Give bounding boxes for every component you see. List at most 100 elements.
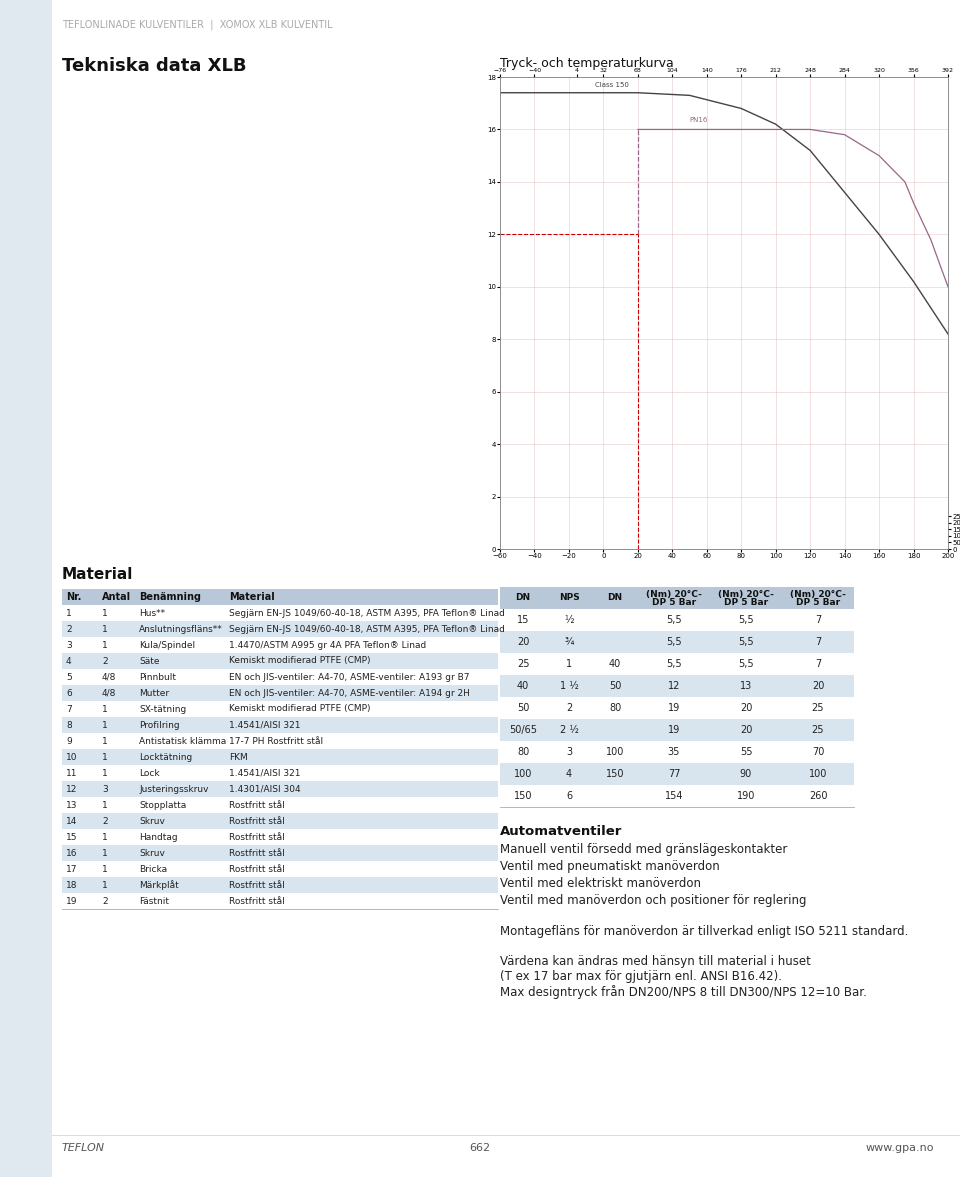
Text: 3: 3 — [102, 785, 108, 793]
Text: 4/8: 4/8 — [102, 689, 116, 698]
Text: 5,5: 5,5 — [738, 616, 754, 625]
Text: SX-tätning: SX-tätning — [139, 705, 186, 713]
Bar — [546, 697, 592, 719]
Text: 12: 12 — [66, 785, 78, 793]
Text: 14: 14 — [66, 817, 78, 825]
Text: 1: 1 — [102, 705, 108, 713]
Bar — [225, 782, 498, 797]
Bar — [546, 719, 592, 742]
Text: 80: 80 — [516, 747, 529, 757]
Bar — [710, 785, 782, 807]
Bar — [135, 782, 225, 797]
Text: 1.4541/AISI 321: 1.4541/AISI 321 — [229, 769, 300, 778]
Text: 16: 16 — [66, 849, 78, 858]
Text: 12: 12 — [668, 681, 681, 691]
Text: 5,5: 5,5 — [738, 637, 754, 647]
Text: Kemiskt modifierad PTFE (CMP): Kemiskt modifierad PTFE (CMP) — [229, 657, 371, 665]
Bar — [500, 609, 546, 631]
Text: (Nm) 20°C-: (Nm) 20°C- — [790, 590, 846, 599]
Text: EN och JIS-ventiler: A4-70, ASME-ventiler: A194 gr 2H: EN och JIS-ventiler: A4-70, ASME-ventile… — [229, 689, 469, 698]
Text: 100: 100 — [514, 769, 532, 779]
Text: Handtag: Handtag — [139, 832, 178, 842]
Bar — [500, 697, 546, 719]
Bar — [62, 797, 98, 813]
Text: 1: 1 — [102, 720, 108, 730]
Bar — [135, 862, 225, 877]
Text: Ventil med manöverdon och positioner för reglering: Ventil med manöverdon och positioner för… — [500, 895, 806, 907]
Bar — [98, 669, 135, 685]
Bar — [98, 653, 135, 669]
Text: Nr.: Nr. — [66, 592, 82, 601]
Text: 1: 1 — [66, 609, 72, 618]
Bar — [98, 877, 135, 893]
Text: 18: 18 — [66, 880, 78, 890]
Text: 4: 4 — [566, 769, 572, 779]
Bar — [225, 749, 498, 765]
Bar — [500, 631, 546, 653]
Bar — [592, 587, 638, 609]
Bar — [62, 717, 98, 733]
Text: Rostfritt stål: Rostfritt stål — [229, 864, 285, 873]
Text: Segjärn EN-JS 1049/60-40-18, ASTM A395, PFA Teflon® Linad: Segjärn EN-JS 1049/60-40-18, ASTM A395, … — [229, 625, 505, 633]
Bar — [135, 813, 225, 829]
Text: 1 ½: 1 ½ — [560, 681, 578, 691]
Bar — [225, 765, 498, 782]
Bar — [782, 609, 854, 631]
Bar — [500, 785, 546, 807]
Text: 4: 4 — [66, 657, 72, 665]
Bar — [782, 674, 854, 697]
Text: Rostfritt stål: Rostfritt stål — [229, 880, 285, 890]
Text: Kemiskt modifierad PTFE (CMP): Kemiskt modifierad PTFE (CMP) — [229, 705, 371, 713]
Text: 1.4301/AISI 304: 1.4301/AISI 304 — [229, 785, 300, 793]
Text: 1.4470/ASTM A995 gr 4A PFA Teflon® Linad: 1.4470/ASTM A995 gr 4A PFA Teflon® Linad — [229, 640, 426, 650]
Bar — [98, 588, 135, 605]
Bar — [710, 763, 782, 785]
Bar — [592, 719, 638, 742]
Bar — [782, 697, 854, 719]
Text: Tekniska data XLB: Tekniska data XLB — [62, 56, 247, 75]
Bar — [225, 669, 498, 685]
Text: 50: 50 — [609, 681, 621, 691]
Text: Class 150: Class 150 — [595, 82, 629, 88]
Text: 25: 25 — [516, 659, 529, 669]
Text: 15: 15 — [66, 832, 78, 842]
Bar — [135, 893, 225, 909]
Text: 3: 3 — [566, 747, 572, 757]
Text: Skruv: Skruv — [139, 817, 165, 825]
Bar — [638, 785, 710, 807]
Text: DP 5 Bar: DP 5 Bar — [652, 598, 696, 607]
Bar — [638, 587, 710, 609]
Bar — [592, 653, 638, 674]
Text: Skruv: Skruv — [139, 849, 165, 858]
Text: 8: 8 — [66, 720, 72, 730]
Text: 100: 100 — [809, 769, 828, 779]
Bar — [135, 653, 225, 669]
Text: Automatventiler: Automatventiler — [500, 825, 622, 838]
Text: (T ex 17 bar max för gjutjärn enl. ANSI B16.42).: (T ex 17 bar max för gjutjärn enl. ANSI … — [500, 970, 782, 983]
Text: 1: 1 — [102, 737, 108, 745]
Text: 5: 5 — [66, 672, 72, 681]
Bar — [135, 637, 225, 653]
Text: Lock: Lock — [139, 769, 159, 778]
Bar — [546, 631, 592, 653]
Bar — [546, 742, 592, 763]
Bar — [546, 587, 592, 609]
Text: 20: 20 — [740, 703, 753, 713]
Text: FKM: FKM — [229, 752, 248, 762]
Bar — [135, 669, 225, 685]
Text: Rostfritt stål: Rostfritt stål — [229, 849, 285, 858]
Text: 2: 2 — [66, 625, 72, 633]
Text: Mutter: Mutter — [139, 689, 169, 698]
Bar — [500, 763, 546, 785]
Text: Ventil med elektriskt manöverdon: Ventil med elektriskt manöverdon — [500, 877, 701, 890]
Bar — [710, 697, 782, 719]
Text: 10: 10 — [66, 752, 78, 762]
Text: 9: 9 — [66, 737, 72, 745]
Bar — [710, 674, 782, 697]
Bar — [62, 877, 98, 893]
Text: Rostfritt stål: Rostfritt stål — [229, 832, 285, 842]
Bar — [98, 782, 135, 797]
Bar — [98, 605, 135, 621]
Bar — [592, 742, 638, 763]
Bar — [782, 653, 854, 674]
